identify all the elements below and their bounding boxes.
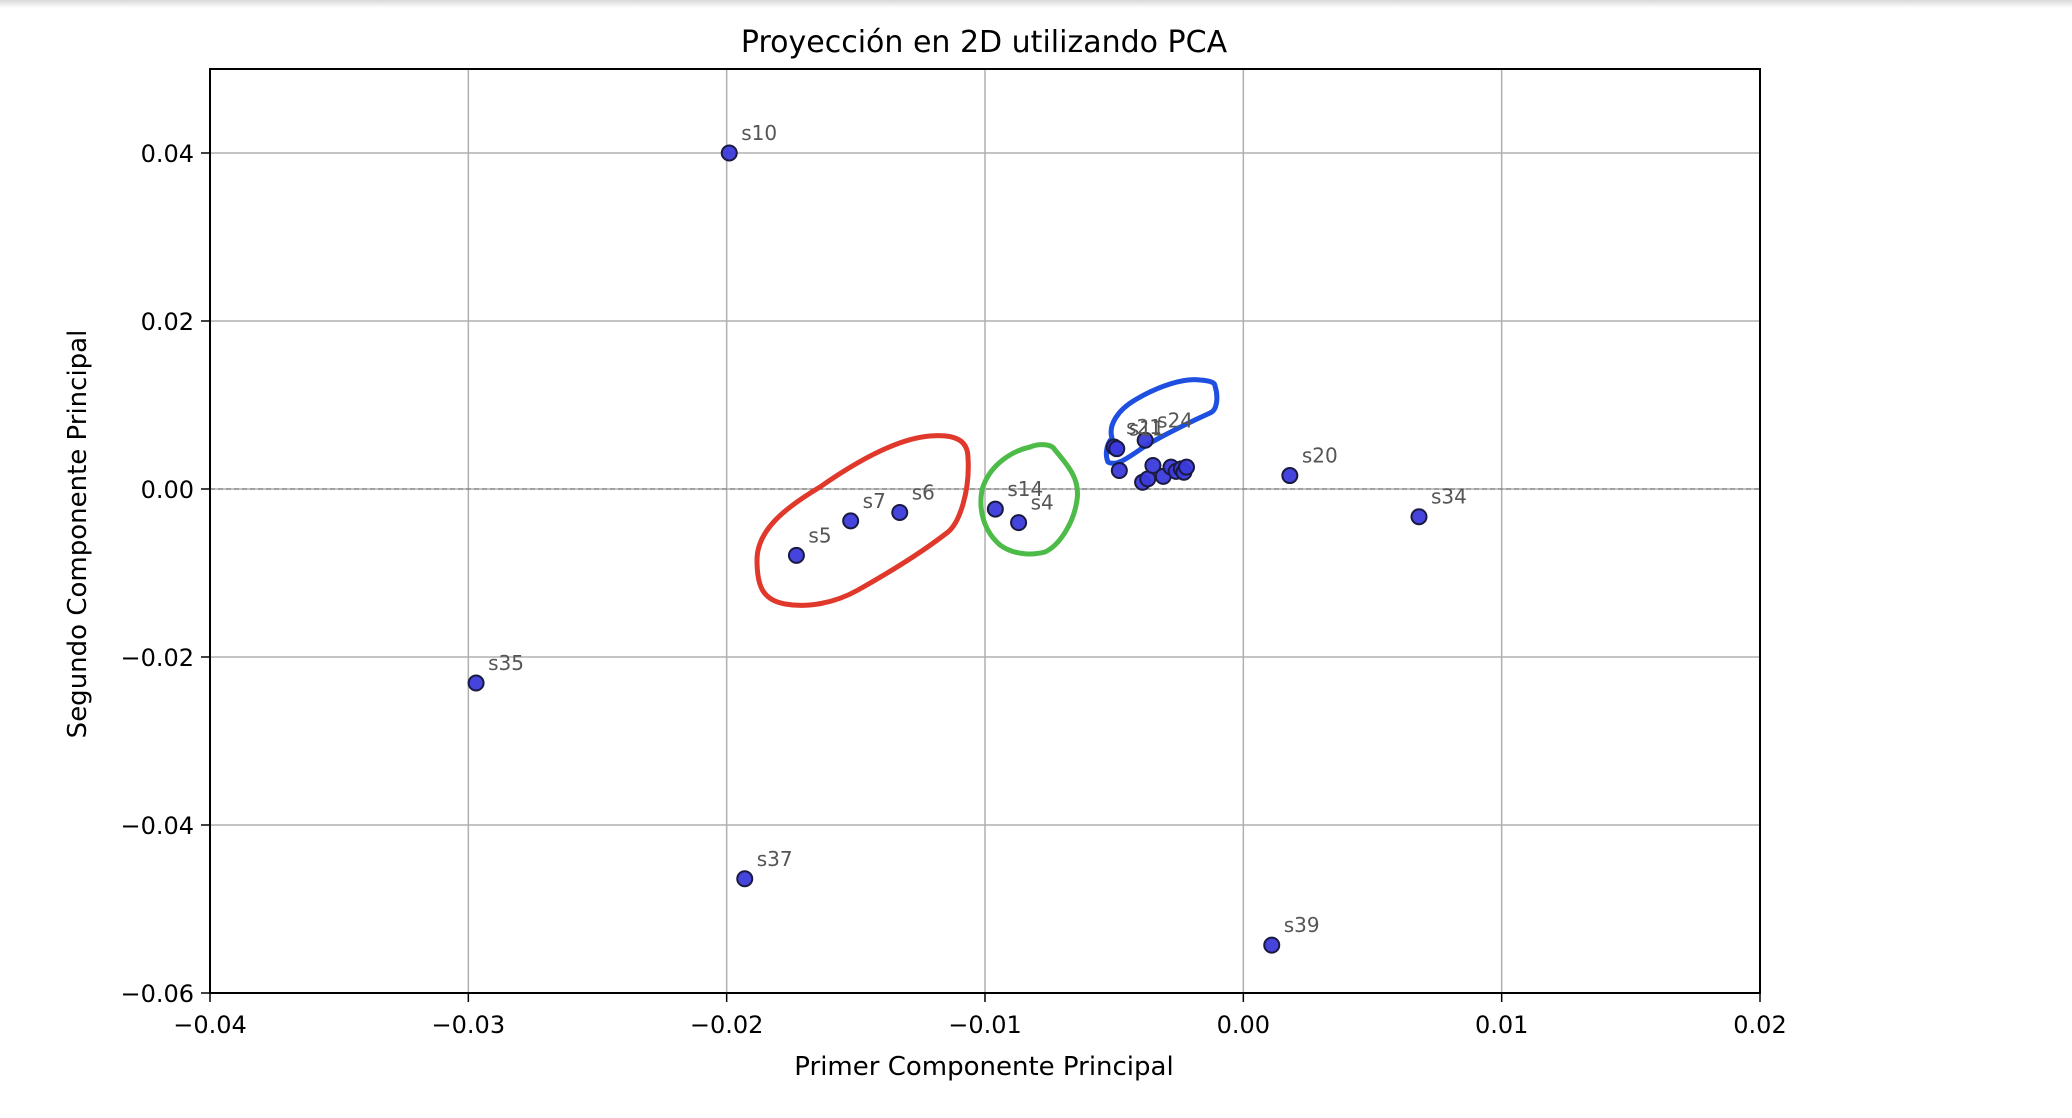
blue-circle-annotation	[1103, 377, 1220, 466]
point-label: s4	[1031, 491, 1054, 515]
scatter-point	[1410, 508, 1428, 526]
scatter-point	[842, 512, 860, 530]
y-tick-label: −0.06	[120, 980, 194, 1008]
axis-ticks: −0.04 −0.03 −0.02 −0.01 0.00 0.01 0.02 −0.06 −0.…	[120, 140, 1786, 1039]
point-label: s34	[1431, 485, 1467, 509]
y-tick-label: 0.02	[141, 308, 194, 336]
point-label: s21	[1126, 415, 1162, 439]
x-tick-label: −0.04	[173, 1011, 247, 1039]
point-label: s7	[863, 489, 886, 513]
point-label: s14	[1007, 477, 1043, 501]
scatter-point	[1281, 467, 1299, 485]
x-tick-label: −0.01	[948, 1011, 1022, 1039]
scatter-point	[720, 144, 738, 162]
point-label: s24	[1157, 408, 1193, 432]
red-circle-annotation	[754, 433, 971, 608]
y-tick-label: −0.04	[120, 812, 194, 840]
x-tick-label: 0.02	[1733, 1011, 1786, 1039]
x-tick-label: −0.02	[690, 1011, 764, 1039]
point-label: s6	[912, 481, 935, 505]
scatter-point	[1108, 440, 1126, 458]
y-tick-label: 0.00	[141, 476, 194, 504]
point-label: s39	[1284, 913, 1320, 937]
chart-title: Proyección en 2D utilizando PCA	[741, 25, 1228, 60]
scatter-points	[467, 144, 1428, 954]
point-label: s37	[757, 847, 793, 871]
point-label: s11	[1129, 417, 1165, 441]
x-tick-label: 0.01	[1475, 1011, 1528, 1039]
scatter-point	[736, 870, 754, 888]
point-label: s10	[741, 121, 777, 145]
point-label: s20	[1302, 444, 1338, 468]
scatter-point	[1144, 456, 1162, 474]
point-label: s35	[488, 651, 524, 675]
scatter-point	[1178, 458, 1195, 476]
hand-drawn-annotations	[754, 377, 1220, 608]
scatter-point	[891, 504, 909, 522]
scatter-point	[1010, 514, 1028, 532]
scatter-point	[787, 546, 805, 564]
green-circle-annotation	[978, 442, 1081, 557]
y-axis-label: Segundo Componente Principal	[63, 330, 93, 739]
x-tick-label: 0.00	[1217, 1011, 1270, 1039]
window-top-edge	[0, 0, 2072, 8]
y-tick-label: 0.04	[141, 140, 194, 168]
y-tick-label: −0.02	[120, 644, 194, 672]
x-tick-label: −0.03	[432, 1011, 506, 1039]
scatter-point	[1263, 936, 1281, 954]
grid-lines	[209, 69, 1761, 994]
scatter-point	[1110, 462, 1128, 480]
scatter-point	[467, 674, 485, 692]
scatter-point	[1136, 431, 1154, 449]
scatter-point	[986, 500, 1004, 518]
x-axis-label: Primer Componente Principal	[794, 1052, 1173, 1082]
point-label: s5	[808, 523, 831, 547]
